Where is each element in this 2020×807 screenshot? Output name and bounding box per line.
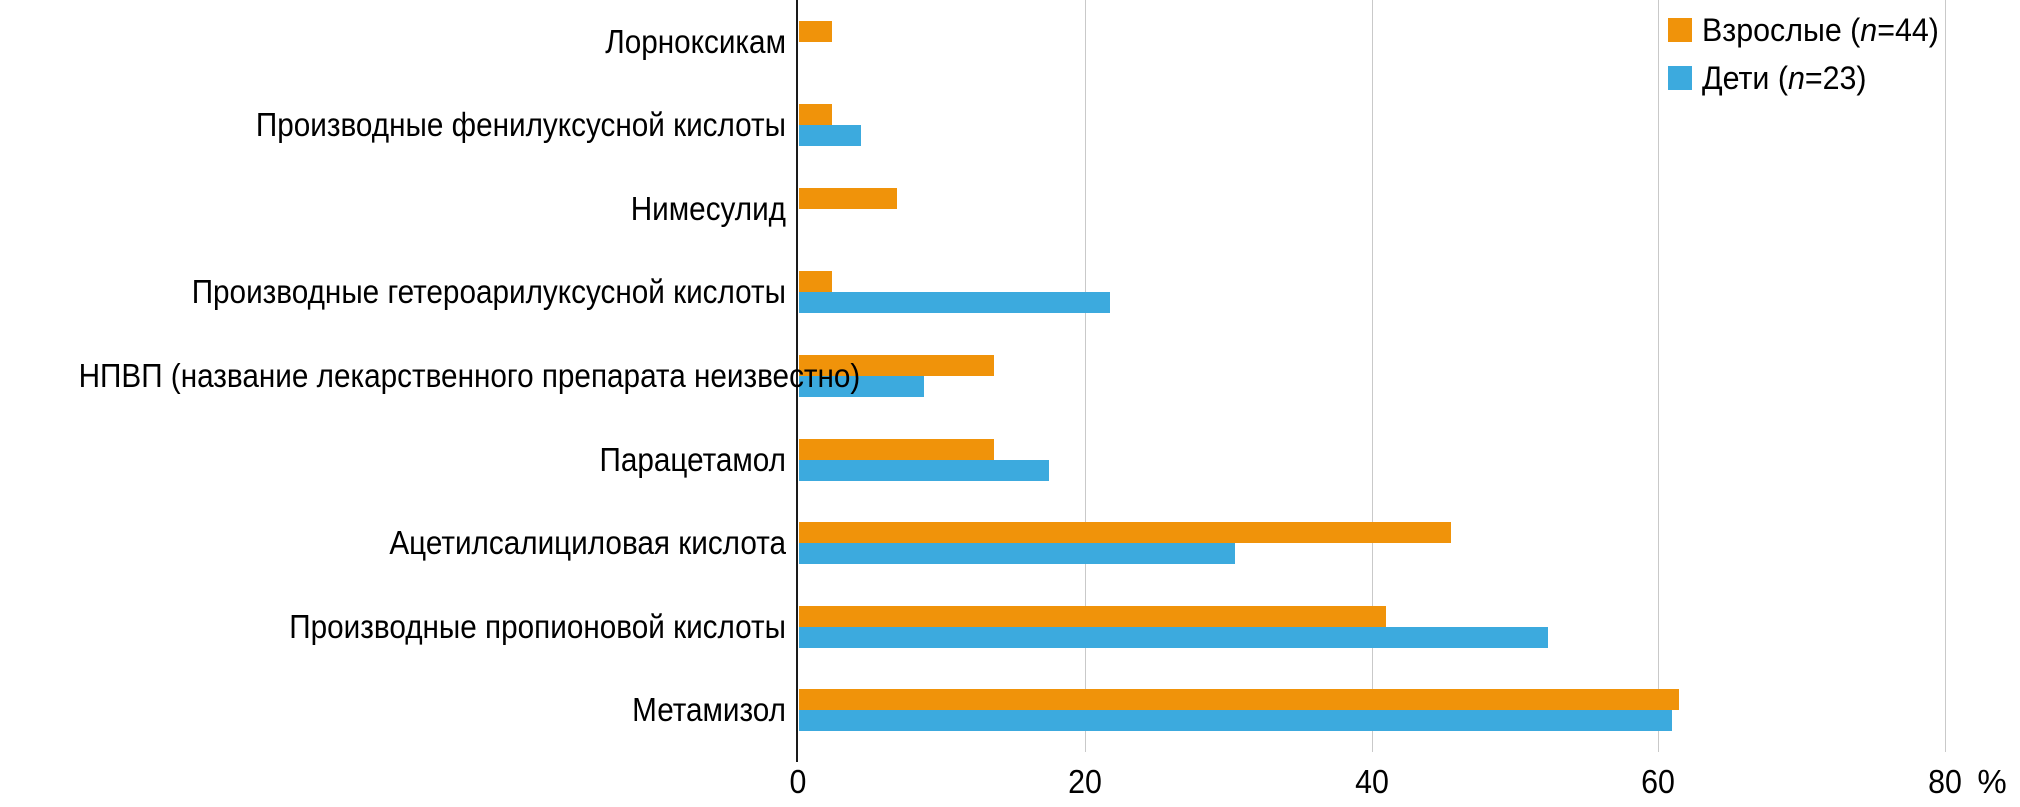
bar-children-1 [799, 125, 861, 146]
x-tick-label-80: 80 [1928, 763, 1962, 800]
category-label-7: Производные пропионовой кислоты [289, 608, 786, 645]
category-label-1: Производные фенилуксусной кислоты [255, 106, 786, 143]
legend: Взрослые (n=44) Дети (n=23) [1668, 12, 1951, 108]
legend-swatch-1 [1668, 66, 1692, 90]
legend-swatch-0 [1668, 18, 1692, 42]
bar-adults-8 [799, 689, 1679, 710]
bar-children-5 [799, 460, 1049, 481]
category-label-8: Метамизол [632, 691, 786, 728]
legend-item-0: Взрослые (n=44) [1668, 12, 1951, 48]
x-tick-label-20: 20 [1068, 763, 1102, 800]
plot-area [798, 0, 2019, 752]
y-axis-line [796, 0, 798, 762]
gridline-x-80 [1945, 0, 1946, 752]
bar-adults-3 [799, 271, 832, 292]
bar-adults-4 [799, 355, 994, 376]
category-label-6: Ацетилсалициловая кислота [389, 524, 786, 561]
x-tick-label-60: 60 [1641, 763, 1675, 800]
gridline-x-40 [1372, 0, 1373, 752]
bar-adults-2 [799, 188, 897, 209]
bar-children-8 [799, 710, 1672, 731]
x-tick-label-0: 0 [789, 763, 807, 800]
bar-adults-5 [799, 439, 994, 460]
bar-children-4 [799, 376, 924, 397]
x-axis-unit-label: % [1977, 763, 2007, 800]
category-label-3: Производные гетероарилуксусной кислоты [191, 273, 786, 310]
bar-adults-0 [799, 21, 832, 42]
category-label-0: Лорноксикам [605, 23, 786, 60]
category-label-5: Парацетамол [599, 441, 786, 478]
bar-adults-1 [799, 104, 832, 125]
bar-children-7 [799, 627, 1548, 648]
legend-label-1: Дети (n=23) [1702, 60, 1867, 96]
gridline-x-60 [1658, 0, 1659, 752]
x-tick-label-40: 40 [1355, 763, 1389, 800]
bar-children-3 [799, 292, 1110, 313]
category-label-2: Нимесулид [630, 190, 786, 227]
category-label-4: НПВП (название лекарственного препарата … [78, 357, 861, 394]
gridline-x-20 [1085, 0, 1086, 752]
bar-children-6 [799, 543, 1235, 564]
legend-item-1: Дети (n=23) [1668, 60, 1951, 96]
legend-label-0: Взрослые (n=44) [1702, 12, 1939, 48]
bar-adults-6 [799, 522, 1451, 543]
bar-adults-7 [799, 606, 1386, 627]
